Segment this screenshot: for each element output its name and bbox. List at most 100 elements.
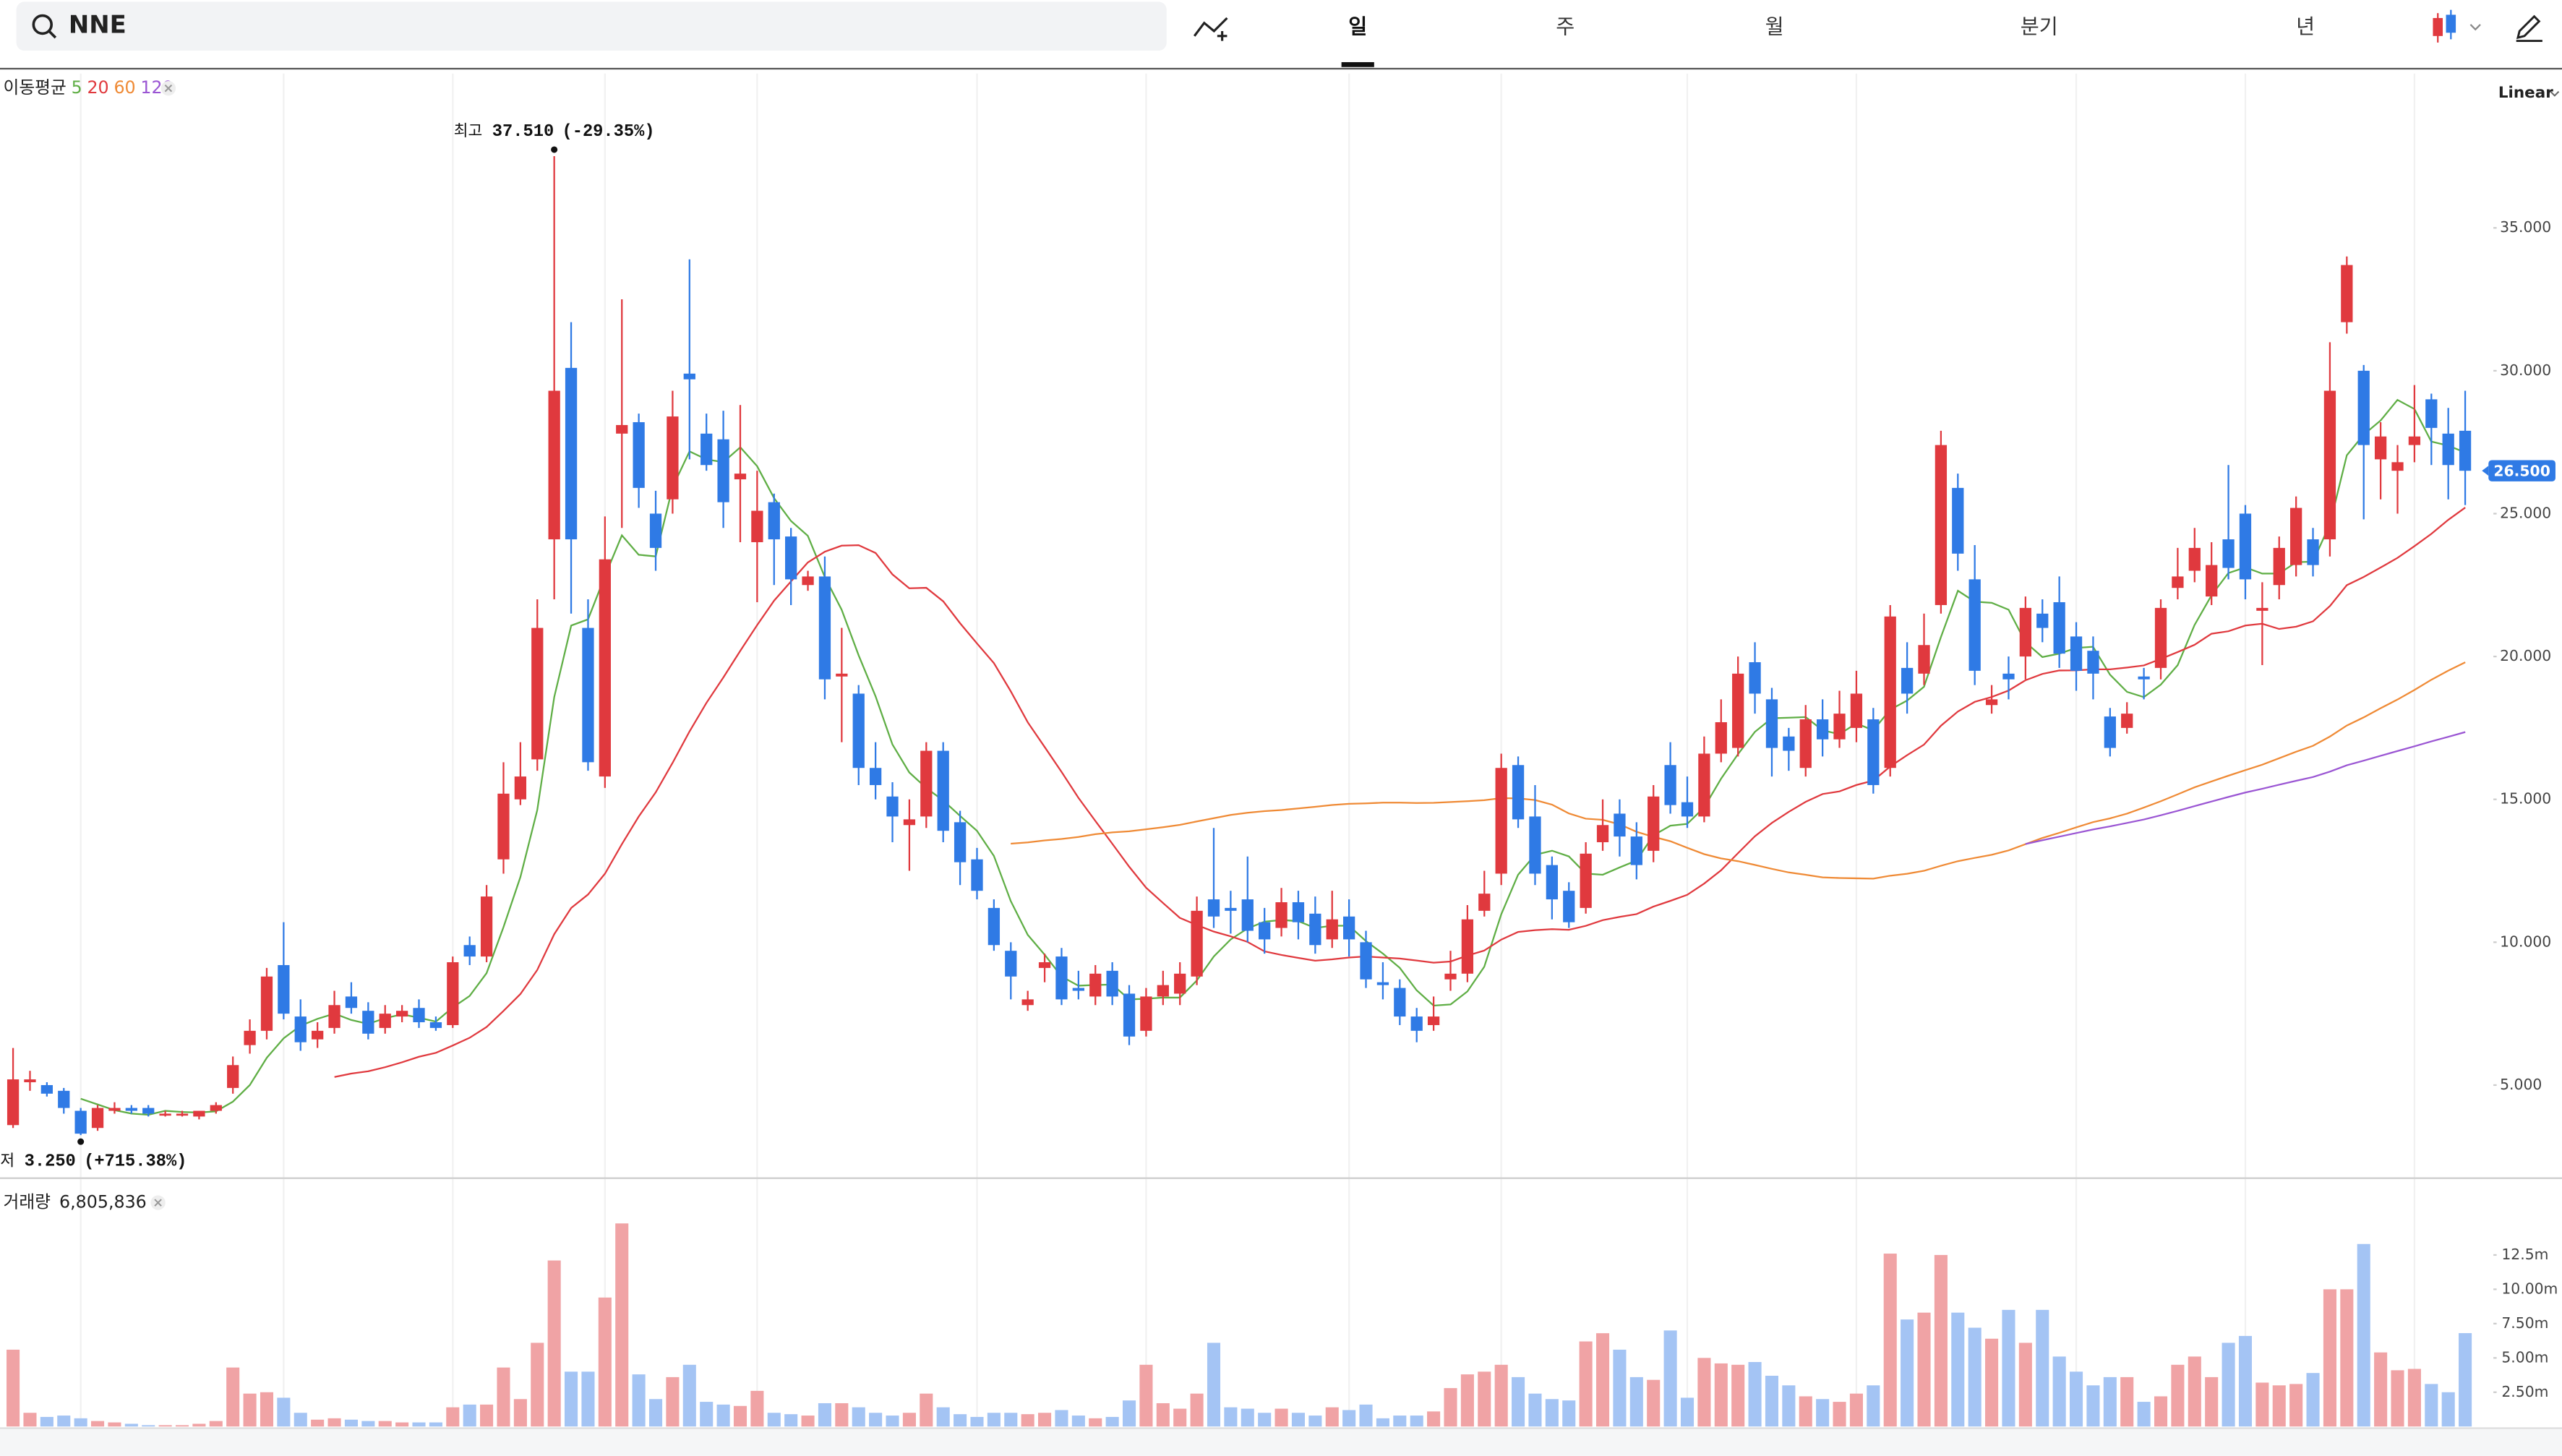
tab[interactable]: 년 [2296, 15, 2315, 39]
candle-body [1055, 956, 1068, 1000]
candle-body [1376, 982, 1389, 985]
candle-body [734, 474, 747, 480]
candle-body [1817, 719, 1829, 740]
legend-close-icon[interactable] [150, 1195, 166, 1210]
volume-bar [1901, 1319, 1914, 1427]
volume-bar [429, 1422, 442, 1427]
volume-bar [1190, 1393, 1204, 1427]
indicator-icon[interactable] [1193, 17, 1228, 41]
volume-bar [1089, 1418, 1102, 1427]
candle-body [971, 859, 983, 891]
volume-bar [1714, 1363, 1728, 1427]
volume-bar [970, 1416, 984, 1427]
x-axis-band [0, 1428, 2562, 1456]
candle-body [2425, 399, 2438, 428]
volume-bar [700, 1402, 714, 1427]
volume-bar [311, 1419, 325, 1427]
volume-bar [1410, 1416, 1423, 1427]
candle-body [667, 416, 679, 500]
candle-body [2442, 433, 2454, 466]
extreme-value: 37.510 [492, 122, 554, 142]
volume-bar [1748, 1362, 1762, 1427]
volume-bar [598, 1297, 612, 1427]
candle-body [1444, 973, 1457, 980]
volume-bar [902, 1413, 916, 1427]
volume-bars [7, 1223, 2472, 1427]
grid [80, 73, 2416, 1427]
candle-body [1681, 802, 1694, 817]
candle-body [2104, 716, 2116, 748]
volume-bar [1494, 1364, 1508, 1427]
volume-bar [277, 1397, 291, 1427]
scale-selector[interactable]: Linear [2498, 84, 2553, 102]
search-query[interactable]: NNE [69, 11, 127, 39]
draw-icon[interactable] [2516, 14, 2542, 43]
volume-bar [327, 1418, 341, 1427]
volume-bar [412, 1422, 426, 1427]
tab[interactable]: 주 [1556, 15, 1575, 39]
legend-close-icon[interactable] [160, 80, 176, 96]
candle-body [497, 793, 510, 860]
candle-body [1410, 1016, 1423, 1031]
candle-body [2323, 390, 2336, 540]
candle-body [886, 796, 899, 817]
extreme-kind: 최저 [0, 1152, 14, 1170]
volume-bar [1393, 1416, 1407, 1427]
candle-body [24, 1079, 36, 1082]
candle-body [2239, 513, 2252, 580]
volume-bar [767, 1413, 781, 1427]
volume-bar [1460, 1374, 1474, 1427]
candle-body [1191, 910, 1203, 977]
candle-body [802, 576, 814, 586]
candle-body [58, 1090, 70, 1108]
volume-bar [1444, 1388, 1457, 1427]
volume-bar [1528, 1393, 1542, 1427]
candle-body [1799, 719, 1812, 768]
tab[interactable]: 일 [1348, 15, 1367, 39]
volume-bar [818, 1403, 831, 1427]
candle-body [1918, 645, 1930, 674]
volume-bar [1883, 1254, 1897, 1427]
candle-body [2070, 636, 2083, 671]
volume-bar [2188, 1356, 2201, 1427]
volume-bar [835, 1403, 849, 1427]
candle-body [1326, 919, 1338, 940]
search-box[interactable] [16, 1, 1167, 51]
candle-body [1968, 579, 1981, 671]
candle-body [1360, 942, 1372, 980]
volume-bar [2154, 1396, 2168, 1427]
candle-body [312, 1030, 324, 1040]
volume-bar [581, 1371, 595, 1427]
volume-bar [1342, 1410, 1356, 1427]
tab[interactable]: 월 [1765, 15, 1784, 39]
candle-body [683, 373, 695, 380]
tab[interactable]: 분기 [2021, 15, 2058, 39]
volume-bar [666, 1376, 680, 1427]
volume-bar [1545, 1399, 1559, 1427]
candle-body [176, 1113, 189, 1116]
candle-body [1123, 993, 1136, 1037]
volume-bar [632, 1374, 646, 1427]
volume-bar [7, 1349, 20, 1427]
candle-body [2256, 607, 2268, 611]
volume-bar [2002, 1309, 2015, 1427]
volume-bar [2374, 1352, 2388, 1427]
y-tick-label: 10.000 [2500, 933, 2551, 950]
volume-bar [1274, 1408, 1288, 1427]
volume-bar [1376, 1418, 1389, 1427]
y-tick-label: 25.000 [2500, 504, 2551, 521]
candle-body [260, 976, 273, 1031]
candle-body [1715, 721, 1727, 754]
candle-body [278, 964, 290, 1014]
volume-bar [108, 1422, 121, 1427]
volume-bar [1663, 1330, 1677, 1427]
ma-legend[interactable]: 이동평균 5 20 60 120 [4, 77, 173, 98]
volume-bar [192, 1423, 206, 1427]
chart-type-icon[interactable] [2433, 9, 2481, 43]
candle-body [362, 1011, 374, 1034]
volume-bar [936, 1407, 950, 1427]
candle-body [903, 819, 916, 826]
scale-chevron[interactable] [2550, 90, 2560, 97]
volume-bar [1071, 1416, 1085, 1427]
